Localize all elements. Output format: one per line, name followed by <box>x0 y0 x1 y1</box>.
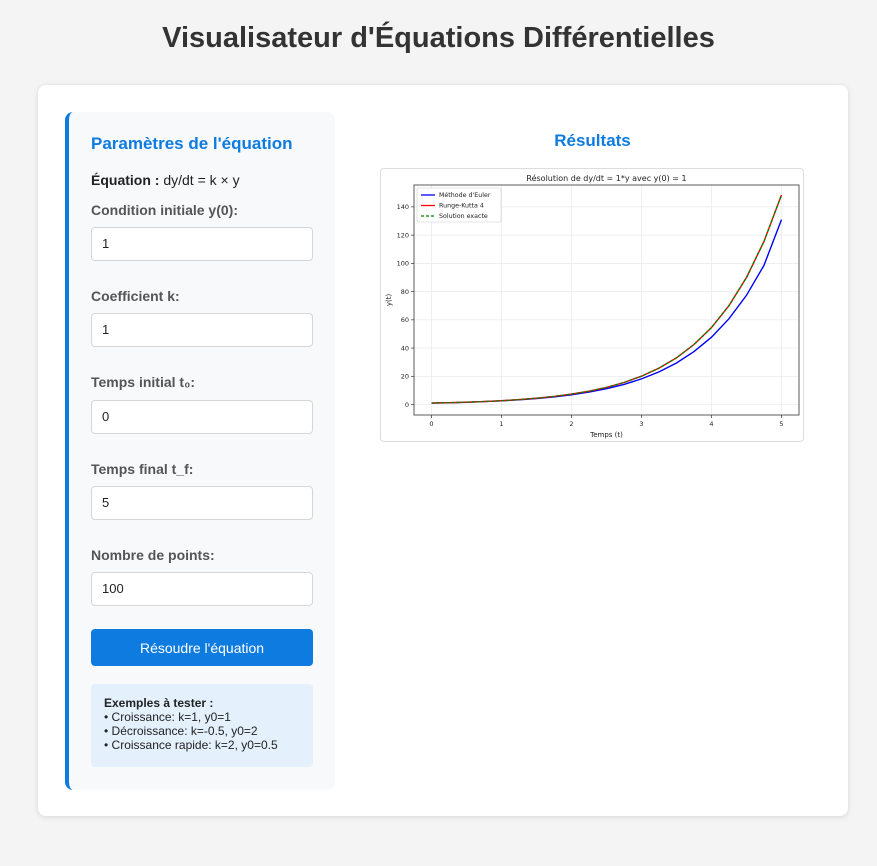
final-time-input[interactable]: 5 <box>91 486 313 520</box>
y-tick-label: 40 <box>401 344 409 352</box>
example-item: • Décroissance: k=-0.5, y0=2 <box>104 724 258 738</box>
examples-box: Exemples à tester : • Croissance: k=1, y… <box>91 684 313 767</box>
legend-label: Runge-Kutta 4 <box>439 203 484 210</box>
x-tick-label: 1 <box>499 420 503 428</box>
example-item: • Croissance: k=1, y0=1 <box>104 710 231 724</box>
x-tick-label: 4 <box>709 420 713 428</box>
y-tick-label: 0 <box>405 401 409 409</box>
coefficient-k-label: Coefficient k: <box>91 288 180 304</box>
legend-box <box>416 187 502 223</box>
parameters-heading: Paramètres de l'équation <box>91 134 293 153</box>
num-points-input[interactable]: 100 <box>91 572 313 606</box>
equation-display: Équation : dy/dt = k × y <box>91 172 240 188</box>
equation-text: dy/dt = k × y <box>159 172 240 188</box>
main-card: Paramètres de l'équation Équation : dy/d… <box>38 85 848 816</box>
x-tick-label: 5 <box>779 420 783 428</box>
y-tick-label: 140 <box>397 203 409 211</box>
series-line-2 <box>431 194 783 404</box>
equation-label: Équation : <box>91 172 160 188</box>
parameters-panel: Paramètres de l'équation Équation : dy/d… <box>65 112 335 790</box>
initial-condition-input[interactable]: 1 <box>91 227 313 261</box>
solution-chart: Résolution de dy/dt = 1*y avec y(0) = 1 0… <box>385 173 800 439</box>
series-line-1 <box>431 194 783 404</box>
y-tick-label: 100 <box>397 260 409 268</box>
legend-label: Méthode d'Euler <box>439 191 491 199</box>
final-time-label: Temps final t_f: <box>91 461 194 477</box>
page-title: Visualisateur d'Équations Différentielle… <box>162 22 715 54</box>
initial-condition-label: Condition initiale y(0): <box>91 202 238 218</box>
coefficient-k-input[interactable]: 1 <box>91 313 313 347</box>
chart-title: Résolution de dy/dt = 1*y avec y(0) = 1 <box>526 173 686 183</box>
initial-time-label: Temps initial t₀: <box>91 374 196 390</box>
examples-title: Exemples à tester : <box>104 696 214 710</box>
y-axis-label: y(t) <box>385 294 393 307</box>
y-tick-label: 60 <box>401 316 409 324</box>
results-heading: Résultats <box>554 131 631 150</box>
y-tick-label: 20 <box>401 373 409 381</box>
plot-frame: Résolution de dy/dt = 1*y avec y(0) = 1 0… <box>380 168 804 442</box>
x-tick-label: 3 <box>639 420 643 428</box>
example-item: • Croissance rapide: k=2, y0=0.5 <box>104 738 278 752</box>
x-axis-label: Temps (t) <box>589 431 623 439</box>
y-tick-label: 120 <box>397 231 409 239</box>
solve-button[interactable]: Résoudre l'équation <box>91 629 313 666</box>
y-tick-label: 80 <box>401 288 409 296</box>
legend-label: Solution exacte <box>439 213 488 220</box>
x-tick-label: 2 <box>569 420 573 428</box>
num-points-label: Nombre de points: <box>91 547 215 563</box>
series-line-0 <box>431 219 783 404</box>
plot-area-border <box>413 184 800 416</box>
initial-time-input[interactable]: 0 <box>91 400 313 434</box>
x-tick-label: 0 <box>429 420 433 428</box>
